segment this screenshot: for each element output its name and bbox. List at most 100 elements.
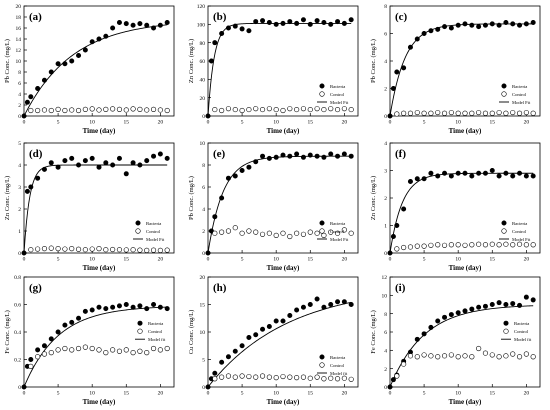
legend-label: Control (330, 92, 345, 97)
control-point (62, 246, 68, 252)
legend-label: Control (514, 329, 529, 334)
y-tick-label: 16 (16, 26, 22, 32)
legend-label: Bacteria (514, 321, 529, 326)
bacteria-point (510, 173, 516, 179)
control-point (435, 354, 441, 360)
control-point (41, 351, 48, 357)
legend-label: Model fit (330, 371, 348, 376)
y-tick-label: 1 (18, 229, 21, 235)
control-point (259, 231, 266, 237)
bacteria-point (341, 151, 347, 157)
y-tick-label: 3 (384, 169, 387, 175)
control-point (503, 241, 509, 247)
bacteria-point (510, 21, 516, 27)
control-point (307, 229, 313, 235)
y-tick-label: 8 (202, 163, 205, 169)
y-tick-label: 4 (384, 349, 387, 355)
legend-label: Model Fit (330, 237, 349, 242)
control-point (510, 109, 516, 116)
bacteria-point (137, 303, 143, 309)
y-tick-label: 4 (202, 207, 205, 213)
control-point (164, 107, 170, 114)
bacteria-point (76, 162, 82, 168)
bacteria-point (28, 184, 34, 190)
control-point (225, 228, 232, 234)
bacteria-point (482, 22, 488, 28)
control-point (441, 242, 448, 248)
control-point (314, 374, 320, 380)
control-point (137, 106, 143, 112)
bacteria-point (62, 61, 68, 67)
y-tick-label: 0.4 (14, 330, 21, 336)
y-tick-label: 10 (200, 330, 206, 336)
bacteria-point (151, 153, 157, 159)
bacteria-point (208, 58, 214, 64)
legend-label: Bacteria (330, 221, 345, 226)
legend-bacteria-marker (501, 83, 507, 89)
y-tick-label: 0.8 (14, 275, 21, 281)
y-axis-label: Cu Conc. (mg/L) (188, 310, 195, 355)
control-point (489, 110, 495, 116)
y-tick-label: 10 (200, 141, 206, 147)
panel-label: (i) (395, 282, 406, 294)
legend-label: Model Fit (146, 237, 165, 242)
legend-entry: Bacteria (319, 354, 345, 360)
bacteria-point (414, 176, 420, 182)
bacteria-point (489, 168, 495, 174)
bacteria-point (260, 326, 266, 332)
control-point (48, 107, 54, 114)
x-tick-label: 20 (158, 257, 164, 263)
y-tick-label: 5 (202, 358, 205, 364)
bacteria-point (328, 21, 334, 27)
control-point (144, 107, 150, 113)
model-fit-line (23, 306, 168, 388)
x-tick-label: 5 (241, 391, 244, 397)
bacteria-point (307, 152, 313, 158)
bacteria-point (414, 336, 420, 342)
x-tick-label: 5 (57, 391, 60, 397)
bacteria-point (414, 36, 420, 42)
bacteria-point (48, 160, 54, 166)
control-point (130, 106, 136, 112)
bacteria-point (48, 336, 54, 342)
control-point (103, 106, 109, 112)
chart-panel-a: 0 2 4 6 8 10 12 14 16 18 20 0 5 10 15 20 Time (day) Pb Co… (4, 4, 175, 135)
control-point (266, 106, 272, 112)
bacteria-point (116, 19, 122, 25)
control-point (321, 376, 327, 382)
y-axis-label: Fe Conc. (mg/L) (370, 310, 377, 354)
legend-entry: Bacteria (135, 220, 161, 226)
bacteria-point (455, 310, 461, 316)
legend-entry: Model fit (317, 371, 348, 376)
legend-bacteria-marker (503, 320, 509, 326)
control-point (239, 107, 245, 114)
control-point (516, 241, 523, 247)
y-axis-label: Fe Conc. (mg/L) (4, 310, 11, 354)
y-tick-label: 2 (18, 207, 21, 213)
legend-label: Bacteria (512, 221, 527, 226)
control-point (225, 106, 232, 112)
x-tick-label: 10 (273, 257, 279, 263)
control-point (48, 245, 54, 251)
legend-bacteria-marker (135, 220, 141, 226)
bacteria-point (164, 155, 170, 161)
legend-label: Model fit (148, 337, 166, 342)
bacteria-point (144, 158, 150, 164)
x-axis-label: Time (day) (449, 264, 482, 272)
control-point (212, 106, 218, 113)
bacteria-point (442, 170, 448, 176)
bacteria-point (300, 154, 306, 160)
bacteria-point (273, 154, 279, 160)
bacteria-point (137, 21, 143, 27)
bacteria-point (321, 19, 327, 25)
control-point (259, 106, 266, 113)
control-point (266, 374, 272, 380)
control-point (232, 106, 238, 113)
bacteria-point (462, 21, 468, 27)
legend-control-marker (503, 328, 509, 334)
bacteria-point (523, 173, 529, 179)
control-point (435, 109, 441, 116)
legend-label: Model Fit (512, 237, 531, 242)
control-point (469, 110, 475, 116)
bacteria-point (503, 170, 509, 176)
